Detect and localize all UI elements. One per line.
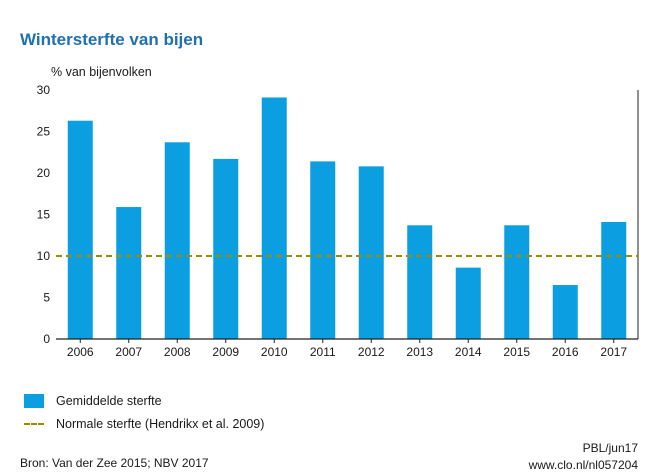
- legend-item-line: Normale sterfte (Hendrikx et al. 2009): [24, 417, 264, 431]
- y-tick-label: 30: [37, 83, 51, 97]
- x-tick-label: 2007: [115, 345, 142, 359]
- bar: [601, 221, 627, 339]
- x-tick-label: 2015: [503, 345, 530, 359]
- bar: [213, 158, 239, 339]
- bar: [504, 225, 530, 339]
- legend-bar-swatch: [24, 394, 44, 408]
- y-axis-label: % van bijenvolken: [51, 65, 152, 79]
- x-tick-label: 2016: [552, 345, 579, 359]
- y-tick-label: 10: [37, 249, 51, 263]
- x-tick-label: 2008: [164, 345, 191, 359]
- bar: [116, 207, 142, 339]
- x-tick-label: 2017: [600, 345, 627, 359]
- bar: [455, 267, 481, 339]
- footer-meta: PBL/jun17 www.clo.nl/nl057204: [529, 440, 638, 474]
- bar: [407, 225, 433, 339]
- x-tick-label: 2014: [455, 345, 482, 359]
- x-tick-label: 2013: [406, 345, 433, 359]
- legend-line-label: Normale sterfte (Hendrikx et al. 2009): [56, 417, 265, 431]
- legend-dashed-line-swatch: [24, 423, 44, 425]
- bar: [67, 120, 93, 340]
- bar: [310, 161, 336, 339]
- y-tick-label: 0: [43, 332, 50, 346]
- x-tick-label: 2009: [212, 345, 239, 359]
- bar-chart: 0 5 10 15 20 25 30 2006 2007 2008 2009 2010 2011 2012…: [37, 83, 639, 359]
- publication-code: PBL/jun17: [582, 441, 638, 455]
- x-tick-label: 2006: [67, 345, 94, 359]
- chart-title: Wintersterfte van bijen: [20, 30, 204, 49]
- x-tick-label: 2012: [358, 345, 385, 359]
- y-tick-label: 5: [43, 291, 50, 305]
- legend-bars-label: Gemiddelde sterfte: [56, 394, 162, 408]
- bar: [552, 285, 578, 339]
- legend-item-bars: Gemiddelde sterfte: [24, 394, 162, 408]
- y-tick-label: 25: [37, 125, 51, 139]
- bar: [164, 142, 190, 339]
- source-url: www.clo.nl/nl057204: [528, 458, 638, 472]
- x-tick-label: 2010: [261, 345, 288, 359]
- y-tick-label: 20: [37, 166, 51, 180]
- bar: [261, 97, 287, 339]
- source-note: Bron: Van der Zee 2015; NBV 2017: [20, 456, 209, 470]
- bar: [358, 166, 384, 339]
- y-tick-label: 15: [37, 208, 51, 222]
- x-tick-label: 2011: [310, 345, 336, 359]
